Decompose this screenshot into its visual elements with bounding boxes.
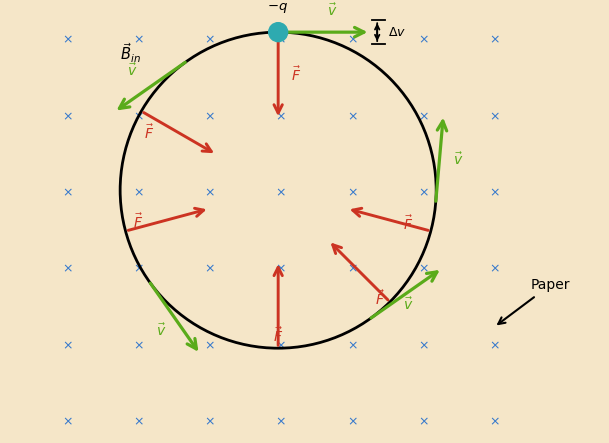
Text: $\vec{v}$: $\vec{v}$ (156, 323, 166, 339)
Text: $\times$: $\times$ (204, 34, 215, 47)
Text: $\times$: $\times$ (347, 187, 357, 199)
Text: $\times$: $\times$ (133, 187, 144, 199)
Text: $-q$: $-q$ (267, 1, 287, 15)
Text: $\times$: $\times$ (418, 187, 428, 199)
Text: $\times$: $\times$ (418, 416, 428, 428)
Text: $\times$: $\times$ (418, 339, 428, 352)
Text: $\Delta v$: $\Delta v$ (388, 26, 406, 39)
Text: $\times$: $\times$ (275, 416, 286, 428)
Text: $\times$: $\times$ (418, 110, 428, 123)
Text: $\times$: $\times$ (62, 187, 73, 199)
Text: $\times$: $\times$ (275, 110, 286, 123)
Text: $\times$: $\times$ (275, 339, 286, 352)
Text: $\vec{F}$: $\vec{F}$ (403, 215, 414, 233)
Text: $\times$: $\times$ (418, 34, 428, 47)
Text: $\times$: $\times$ (133, 263, 144, 276)
Text: $\times$: $\times$ (204, 339, 215, 352)
Text: $\times$: $\times$ (347, 110, 357, 123)
Text: $\times$: $\times$ (133, 110, 144, 123)
Text: $\times$: $\times$ (489, 416, 499, 428)
Text: $\times$: $\times$ (62, 263, 73, 276)
Text: $\vec{F}$: $\vec{F}$ (144, 123, 153, 142)
Text: $\vec{v}$: $\vec{v}$ (328, 2, 338, 19)
Text: $\times$: $\times$ (489, 110, 499, 123)
Text: $\vec{F}$: $\vec{F}$ (375, 289, 385, 308)
Text: $\times$: $\times$ (62, 339, 73, 352)
Text: $\vec{v}$: $\vec{v}$ (403, 297, 414, 313)
Text: $\times$: $\times$ (275, 263, 286, 276)
Text: $\times$: $\times$ (347, 339, 357, 352)
Text: $\times$: $\times$ (204, 263, 215, 276)
Text: $\times$: $\times$ (489, 34, 499, 47)
Text: $\times$: $\times$ (62, 110, 73, 123)
Text: $\times$: $\times$ (418, 263, 428, 276)
Text: $\vec{B}_{in}$: $\vec{B}_{in}$ (120, 42, 141, 65)
Text: $\vec{F}$: $\vec{F}$ (133, 212, 143, 231)
Text: Paper: Paper (531, 278, 571, 292)
Text: $\times$: $\times$ (204, 187, 215, 199)
Text: $\vec{v}$: $\vec{v}$ (452, 151, 463, 167)
Text: $\vec{F}$: $\vec{F}$ (273, 327, 283, 346)
Text: $\times$: $\times$ (275, 187, 286, 199)
Text: $\times$: $\times$ (489, 187, 499, 199)
Text: $\times$: $\times$ (489, 263, 499, 276)
Text: $\times$: $\times$ (133, 34, 144, 47)
Text: $\times$: $\times$ (133, 339, 144, 352)
Text: $\times$: $\times$ (489, 339, 499, 352)
Text: $\vec{F}$: $\vec{F}$ (291, 66, 301, 84)
Text: $\times$: $\times$ (347, 263, 357, 276)
Text: $\times$: $\times$ (204, 416, 215, 428)
Text: $\times$: $\times$ (347, 416, 357, 428)
Text: $\vec{v}$: $\vec{v}$ (127, 62, 138, 78)
Text: $\times$: $\times$ (133, 416, 144, 428)
Circle shape (269, 23, 287, 42)
Text: $\times$: $\times$ (62, 416, 73, 428)
Text: $\times$: $\times$ (347, 34, 357, 47)
Text: $\times$: $\times$ (275, 34, 286, 47)
Text: $\times$: $\times$ (204, 110, 215, 123)
Text: $\times$: $\times$ (62, 34, 73, 47)
